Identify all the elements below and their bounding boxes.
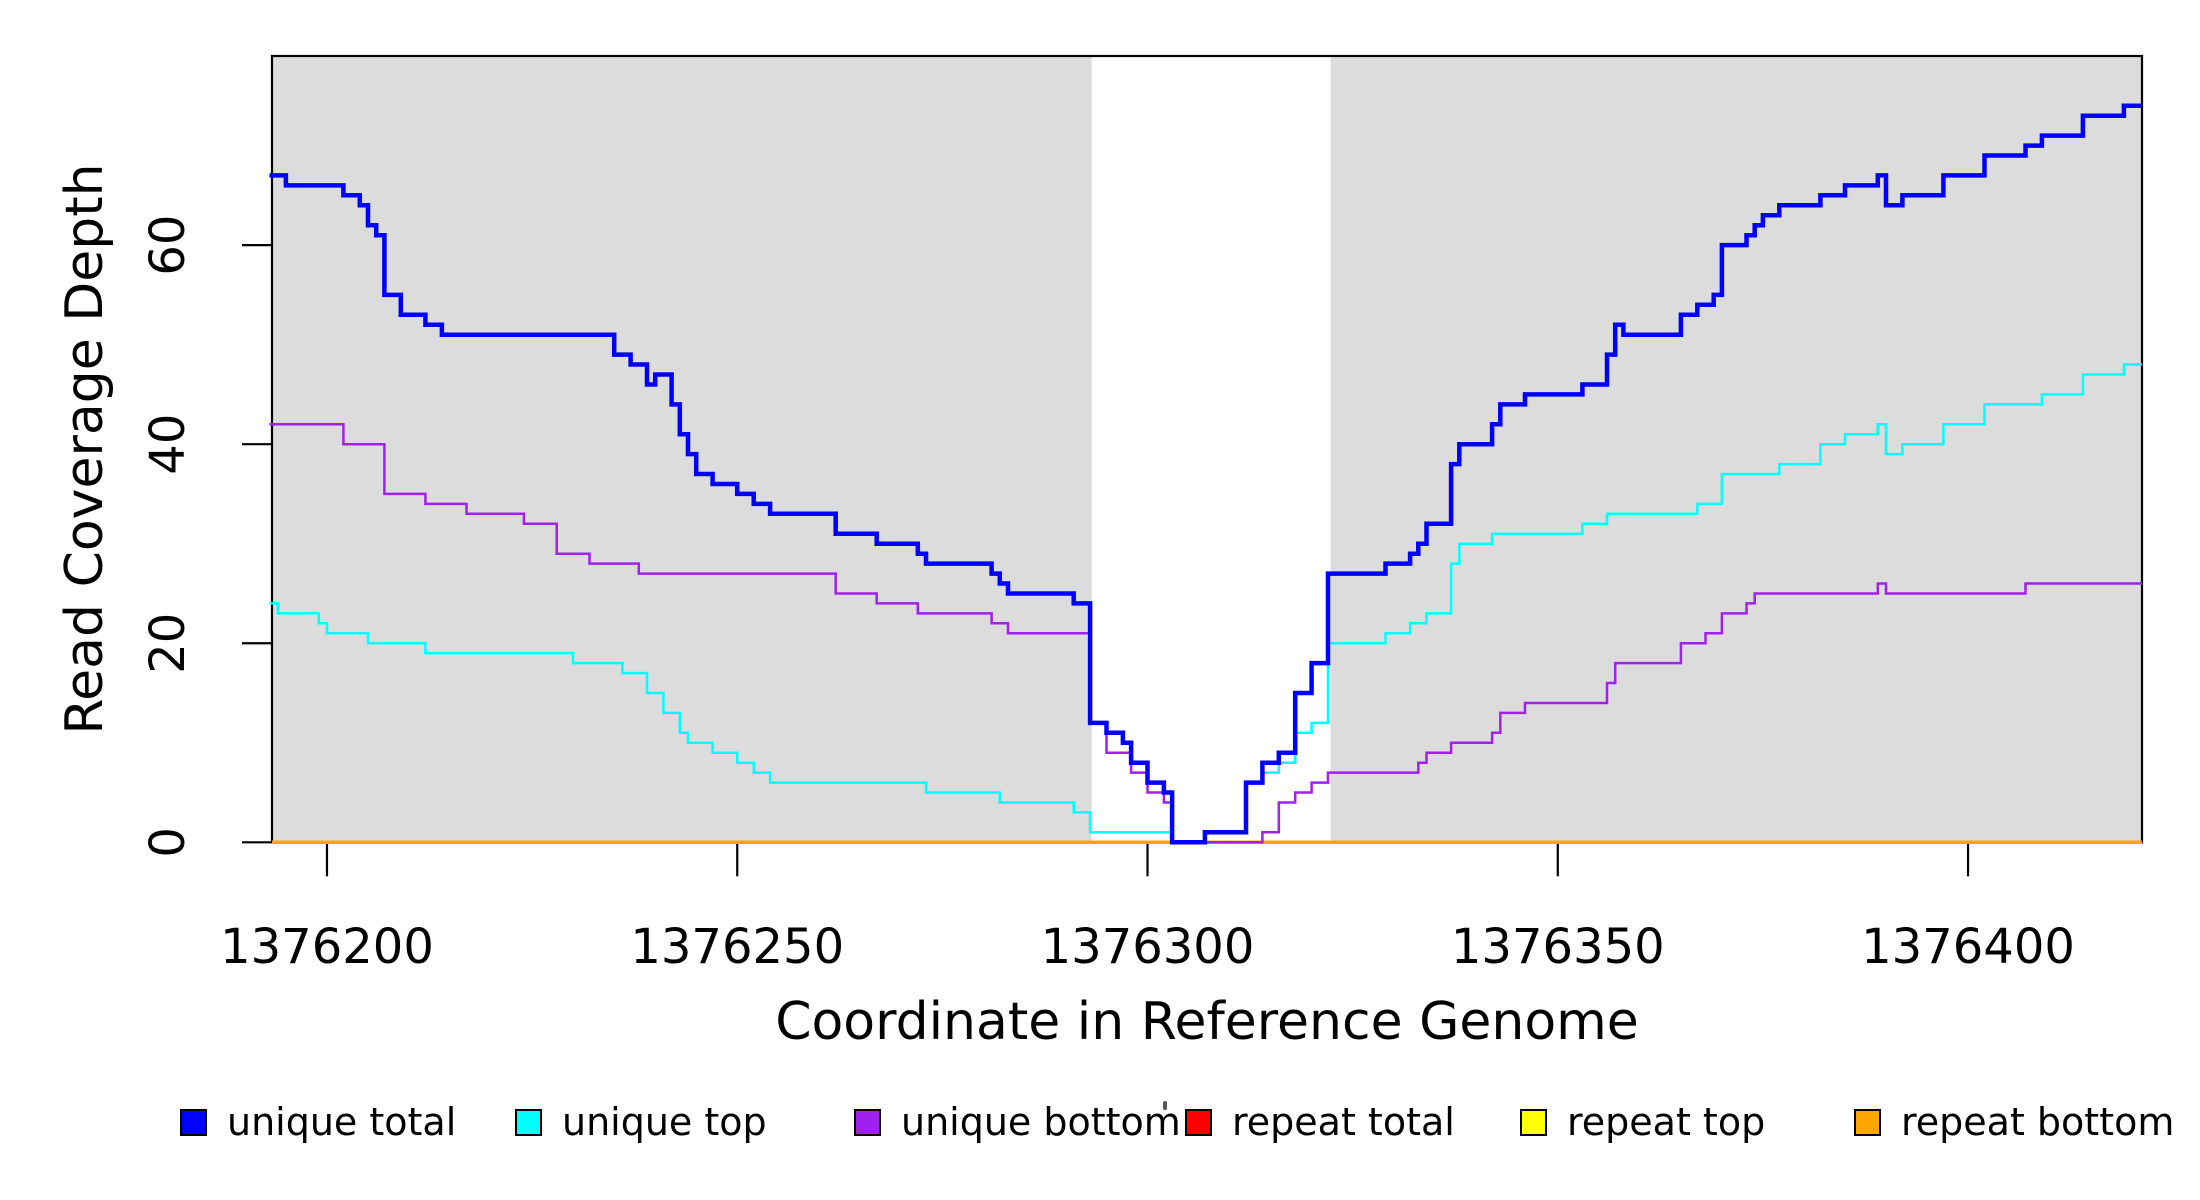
series-unique-top — [269, 363, 2142, 844]
x-tick-label: 1376350 — [1451, 919, 1665, 975]
series-unique-total — [269, 103, 2142, 845]
x-tick-label: 1376400 — [1861, 919, 2075, 975]
x-axis-title: Coordinate in Reference Genome — [775, 992, 1639, 1052]
y-axis-title: Read Coverage Depth — [55, 163, 115, 735]
y-tick-label: 0 — [140, 827, 196, 858]
y-tick-label: 40 — [140, 414, 196, 475]
x-tick-label: 1376300 — [1041, 919, 1255, 975]
x-tick-label: 1376250 — [630, 919, 844, 975]
series-unique-bottom — [269, 423, 2142, 844]
y-tick-label: 20 — [140, 613, 196, 674]
shaded-band — [1330, 56, 2142, 843]
x-tick-label: 1376200 — [220, 919, 434, 975]
y-tick-label: 60 — [140, 215, 196, 276]
shaded-band — [272, 56, 1092, 843]
stray-mark — [1163, 1101, 1167, 1110]
